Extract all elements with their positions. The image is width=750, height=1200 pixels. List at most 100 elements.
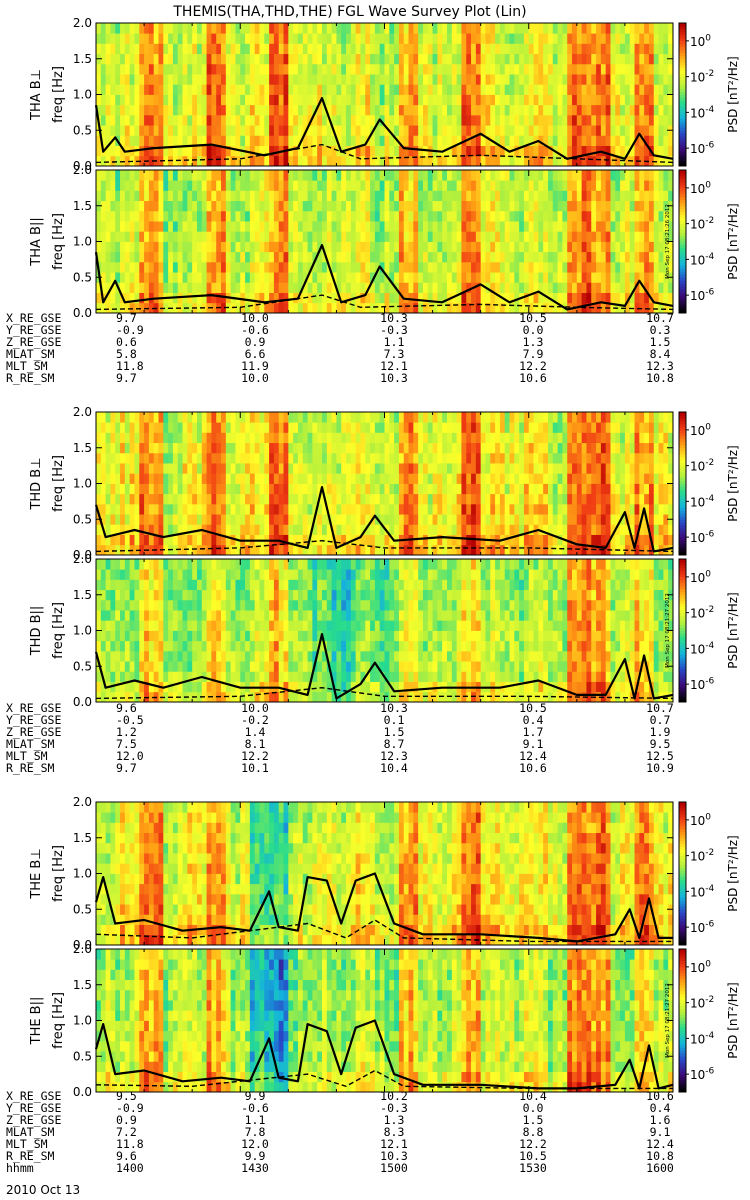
- spectrogram-cell: [283, 84, 289, 95]
- spectrogram-cell: [557, 473, 563, 484]
- spectrogram-cell: [225, 261, 232, 273]
- spectrogram-cell: [182, 412, 188, 423]
- spectrogram-cell: [341, 125, 347, 136]
- ephemeris-value: 10.3: [380, 371, 408, 385]
- spectrogram-cell: [355, 74, 361, 85]
- spectrogram-cell: [523, 84, 530, 95]
- spectrogram-cell: [461, 292, 467, 304]
- spectrogram-cell: [124, 84, 131, 95]
- spectrogram-cell: [509, 63, 515, 75]
- spectrogram-cell: [355, 53, 361, 65]
- spectrogram-cell: [514, 282, 520, 293]
- spectrogram-cell: [297, 272, 304, 283]
- spectrogram-cell: [139, 514, 145, 525]
- spectrogram-cell: [653, 84, 659, 95]
- spectrogram-cell: [259, 272, 265, 283]
- spectrogram-cell: [379, 104, 385, 116]
- spectrogram-cell: [475, 221, 482, 232]
- spectrogram-cell: [485, 524, 491, 535]
- spectrogram-cell: [317, 463, 323, 474]
- spectrogram-cell: [499, 135, 506, 146]
- spectrogram-cell: [120, 94, 126, 106]
- spectrogram-cell: [504, 452, 510, 464]
- spectrogram-cell: [235, 74, 241, 85]
- spectrogram-cell: [576, 135, 583, 146]
- spectrogram-cell: [509, 544, 515, 556]
- spectrogram-cell: [182, 125, 188, 136]
- spectrogram-cell: [278, 452, 284, 464]
- spectrogram-cell: [355, 251, 361, 263]
- spectrogram-cell: [115, 114, 121, 126]
- spectrogram-cell: [139, 180, 145, 191]
- spectrogram-cell: [504, 412, 510, 423]
- spectrogram-cell: [591, 33, 597, 44]
- spectrogram-cell: [370, 94, 376, 106]
- spectrogram-cell: [461, 282, 467, 293]
- spectrogram-cell: [163, 473, 169, 484]
- spectrogram-cell: [317, 261, 323, 273]
- spectrogram-cell: [644, 74, 650, 85]
- spectrogram-cell: [413, 210, 419, 222]
- spectrogram-cell: [437, 190, 443, 202]
- spectrogram-cell: [221, 180, 227, 191]
- spectrogram-cell: [196, 74, 203, 85]
- spectrogram-cell: [153, 190, 159, 202]
- spectrogram-cell: [307, 251, 313, 263]
- spectrogram-cell: [543, 170, 549, 181]
- spectrogram-cell: [148, 503, 155, 515]
- spectrogram-cell: [514, 180, 520, 191]
- spectrogram-cell: [543, 272, 549, 283]
- spectrogram-cell: [312, 432, 318, 444]
- spectrogram-cell: [129, 463, 135, 474]
- spectrogram-cell: [341, 251, 347, 263]
- spectrogram-cell: [139, 84, 145, 95]
- spectrogram-cell: [110, 272, 116, 283]
- spectrogram-cell: [514, 302, 520, 314]
- spectrogram-cell: [100, 135, 107, 146]
- spectrogram-cell: [96, 63, 102, 75]
- spectrogram-cell: [384, 33, 390, 44]
- spectrogram-cell: [350, 241, 357, 253]
- spectrogram-cell: [509, 155, 515, 167]
- spectrogram-cell: [182, 282, 188, 293]
- spectrogram-cell: [105, 43, 111, 55]
- spectrogram-cell: [442, 221, 448, 232]
- spectrogram-cell: [490, 53, 496, 65]
- spectrogram-cell: [543, 261, 549, 273]
- spectrogram-cell: [495, 135, 501, 146]
- spectrogram-cell: [158, 422, 164, 433]
- spectrogram-cell: [153, 84, 159, 95]
- colorbar-segment: [679, 154, 686, 158]
- spectrogram-cell: [321, 432, 328, 444]
- spectrogram-cell: [168, 503, 174, 515]
- spectrogram-cell: [365, 272, 371, 283]
- spectrogram-cell: [321, 524, 328, 535]
- spectrogram-cell: [509, 221, 515, 232]
- spectrogram-cell: [302, 145, 308, 157]
- spectrogram-cell: [538, 53, 544, 65]
- ephemeris-value: 5.8: [116, 347, 137, 361]
- spectrogram-cell: [495, 125, 501, 136]
- spectrogram-cell: [620, 145, 626, 157]
- spectrogram-cell: [240, 292, 246, 304]
- spectrogram-cell: [336, 231, 342, 242]
- spectrogram-cell: [634, 84, 640, 95]
- spectrogram-cell: [447, 493, 453, 505]
- spectrogram-cell: [519, 94, 525, 106]
- spectrogram-cell: [331, 503, 337, 515]
- spectrogram-cell: [533, 104, 539, 116]
- spectrogram-cell: [528, 473, 534, 484]
- spectrogram-cell: [514, 483, 520, 495]
- spectrogram-cell: [216, 135, 222, 146]
- spectrogram-cell: [168, 84, 174, 95]
- spectrogram-cell: [490, 442, 496, 454]
- spectrogram-cell: [196, 135, 203, 146]
- spectrogram-cell: [557, 231, 563, 242]
- spectrogram-cell: [288, 145, 294, 157]
- spectrogram-cell: [600, 114, 607, 126]
- spectrogram-cell: [153, 170, 159, 181]
- spectrogram-cell: [504, 125, 510, 136]
- spectrogram-cell: [591, 84, 597, 95]
- spectrogram-cell: [331, 23, 337, 34]
